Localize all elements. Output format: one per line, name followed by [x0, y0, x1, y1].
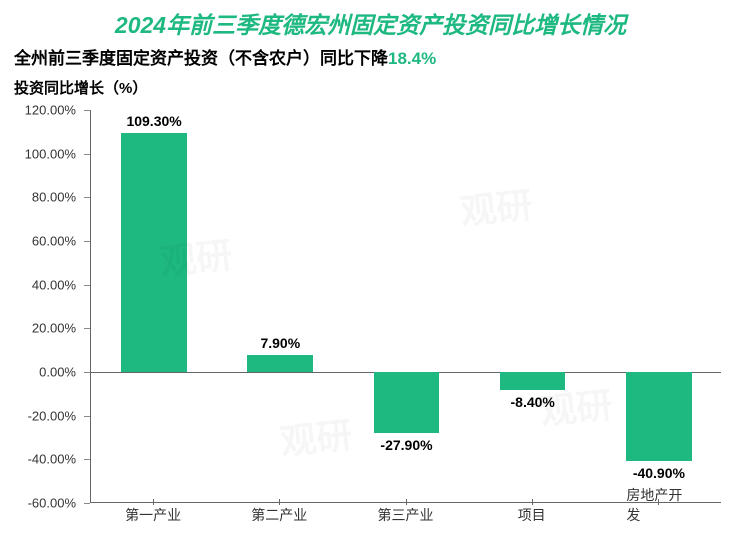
ytick-label: -60.00%: [14, 496, 76, 511]
xtick-label: 第三产业: [378, 505, 434, 525]
chart-subtitle: 全州前三季度固定资产投资（不含农户）同比下降18.4%: [0, 40, 741, 69]
bar-value-label: -8.40%: [511, 394, 555, 410]
ytick-mark: [84, 285, 90, 286]
bar: [121, 133, 187, 372]
ytick-label: 100.00%: [14, 146, 76, 161]
ytick-mark: [84, 154, 90, 155]
subtitle-highlight: 18.4%: [388, 49, 436, 68]
subtitle-main: 全州前三季度固定资产投资（不含农户）同比下降: [14, 49, 388, 68]
xtick-mark: [279, 499, 280, 505]
xtick-mark: [406, 499, 407, 505]
ytick-mark: [84, 503, 90, 504]
xtick-label: 第一产业: [125, 505, 181, 525]
ytick-mark: [84, 110, 90, 111]
bar: [247, 355, 313, 372]
ytick-label: 0.00%: [14, 365, 76, 380]
xtick-mark: [153, 499, 154, 505]
bar-value-label: -27.90%: [380, 437, 432, 453]
chart-container: 2024年前三季度德宏州固定资产投资同比增长情况 全州前三季度固定资产投资（不含…: [0, 0, 741, 553]
bar-value-label: 109.30%: [126, 113, 181, 129]
ytick-label: -40.00%: [14, 452, 76, 467]
ytick-mark: [84, 459, 90, 460]
chart-title: 2024年前三季度德宏州固定资产投资同比增长情况: [0, 0, 741, 40]
xtick-label: 第二产业: [251, 505, 307, 525]
ytick-label: 80.00%: [14, 190, 76, 205]
ytick-mark: [84, 197, 90, 198]
bar-value-label: -40.90%: [633, 465, 685, 481]
ytick-mark: [84, 416, 90, 417]
bar-value-label: 7.90%: [260, 335, 300, 351]
ytick-mark: [84, 372, 90, 373]
ytick-label: 120.00%: [14, 103, 76, 118]
bar: [626, 372, 692, 461]
xtick-label: 项目: [518, 505, 546, 525]
xtick-mark: [532, 499, 533, 505]
ytick-label: -20.00%: [14, 408, 76, 423]
xtick-mark: [658, 499, 659, 505]
y-axis-title: 投资同比增长（%）: [0, 69, 741, 98]
ytick-mark: [84, 328, 90, 329]
ytick-mark: [84, 241, 90, 242]
xtick-label: 房地产开发: [626, 485, 689, 525]
bar: [374, 372, 440, 433]
plot-area: 109.30% 7.90% -27.90% -8.40% -40.90%: [90, 110, 721, 503]
ytick-label: 20.00%: [14, 321, 76, 336]
chart-area: 109.30% 7.90% -27.90% -8.40% -40.90% -60.00%…: [14, 110, 721, 523]
bar: [500, 372, 566, 390]
ytick-label: 40.00%: [14, 277, 76, 292]
ytick-label: 60.00%: [14, 234, 76, 249]
